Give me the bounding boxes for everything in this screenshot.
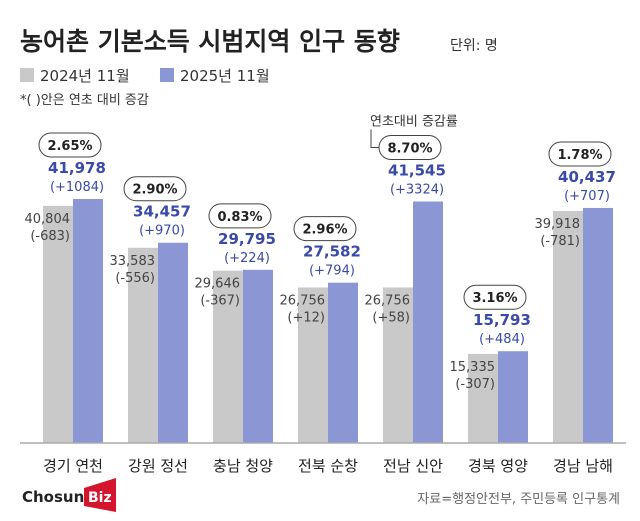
bar-2024	[128, 247, 158, 443]
change-label-2025: (+970)	[139, 224, 185, 239]
source: 자료=행정안전부, 주민등록 인구통계	[417, 491, 620, 507]
bar-2024	[213, 270, 243, 443]
change-label-2025: (+224)	[224, 251, 270, 266]
value-label-2025: 34,457	[133, 203, 191, 221]
growth-rate-annotation: 연초대비 증감률	[370, 115, 458, 130]
unit-label: 단위: 명	[450, 38, 498, 54]
growth-rate-pill	[123, 176, 187, 202]
change-label-2025: (+3324)	[390, 183, 444, 198]
category-label: 경북 영양	[468, 457, 528, 475]
chart-title: 농어촌 기본소득 시범지역 인구 동향	[20, 27, 400, 56]
growth-rate-label: 2.90%	[132, 183, 177, 198]
change-label-2025: (+1084)	[50, 180, 104, 195]
bar-2025	[413, 201, 443, 443]
value-label-2025: 15,793	[473, 311, 531, 329]
value-label-2024: 15,335	[450, 360, 496, 375]
bar-2024	[553, 210, 583, 443]
change-label-2025: (+707)	[564, 189, 610, 204]
growth-rate-label: 0.83%	[217, 210, 262, 225]
bar-2025	[158, 242, 188, 443]
change-label-2024: (-683)	[30, 229, 70, 244]
category-label: 강원 정선	[128, 457, 188, 475]
value-label-2025: 40,437	[558, 168, 616, 186]
change-label-2024: (-307)	[455, 377, 495, 392]
value-label-2024: 40,804	[25, 212, 71, 227]
growth-rate-pill	[38, 132, 102, 158]
legend-label-2025: 2025년 11월	[180, 67, 270, 85]
bar-2025	[498, 351, 528, 443]
bar-2025	[243, 269, 273, 443]
bar-2024	[43, 205, 73, 443]
growth-rate-label: 1.78%	[557, 148, 602, 163]
note: *( )안은 연초 대비 증감	[20, 93, 149, 108]
value-label-2024: 29,646	[195, 277, 241, 292]
value-label-2024: 33,583	[110, 254, 156, 269]
change-label-2024: (+58)	[372, 310, 410, 325]
growth-rate-pill	[463, 284, 527, 310]
value-label-2025: 27,582	[303, 243, 361, 261]
growth-rate-pill	[293, 216, 357, 242]
growth-rate-label: 2.96%	[302, 223, 347, 238]
category-label: 경남 남해	[553, 457, 613, 475]
svg-text:Biz: Biz	[88, 490, 112, 506]
value-label-2025: 41,978	[48, 159, 106, 177]
logo: Chosun Biz	[22, 478, 116, 512]
change-label-2024: (+12)	[287, 310, 325, 325]
growth-rate-label: 2.65%	[47, 139, 92, 154]
growth-rate-label: 8.70%	[387, 142, 432, 157]
value-label-2025: 41,545	[388, 162, 446, 180]
bar-2024	[468, 353, 498, 443]
legend-swatch-2025	[160, 68, 174, 82]
bar-2024	[383, 287, 413, 443]
change-label-2024: (-781)	[540, 234, 580, 249]
bar-2025	[73, 199, 103, 443]
annotation-leader-line	[370, 129, 379, 149]
bar-2025	[583, 207, 613, 443]
bars: 경기 연천 40,804 (-683) (+1084) 41,978 2.65% 강원 정선…	[25, 115, 616, 475]
growth-rate-label: 3.16%	[472, 291, 517, 306]
legend-swatch-2024	[20, 68, 34, 82]
value-label-2024: 26,756	[365, 293, 411, 308]
category-label: 경기 연천	[43, 457, 103, 475]
value-label-2024: 26,756	[280, 293, 326, 308]
value-label-2024: 39,918	[535, 217, 581, 232]
category-label: 충남 청양	[213, 457, 273, 475]
category-label: 전북 순창	[298, 457, 358, 475]
category-label: 전남 신안	[383, 457, 443, 475]
change-label-2024: (-367)	[200, 294, 240, 309]
growth-rate-pill	[208, 203, 272, 229]
svg-text:Chosun: Chosun	[22, 488, 84, 506]
growth-rate-pill	[548, 141, 612, 167]
change-label-2024: (-556)	[115, 271, 155, 286]
bar-2025	[328, 282, 358, 443]
change-label-2025: (+484)	[479, 332, 525, 347]
value-label-2025: 29,795	[218, 230, 276, 248]
bar-2024	[298, 287, 328, 443]
change-label-2025: (+794)	[309, 264, 355, 279]
legend-label-2024: 2024년 11월	[40, 67, 130, 85]
